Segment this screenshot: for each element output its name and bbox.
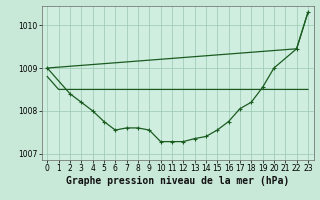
X-axis label: Graphe pression niveau de la mer (hPa): Graphe pression niveau de la mer (hPa) [66, 176, 289, 186]
